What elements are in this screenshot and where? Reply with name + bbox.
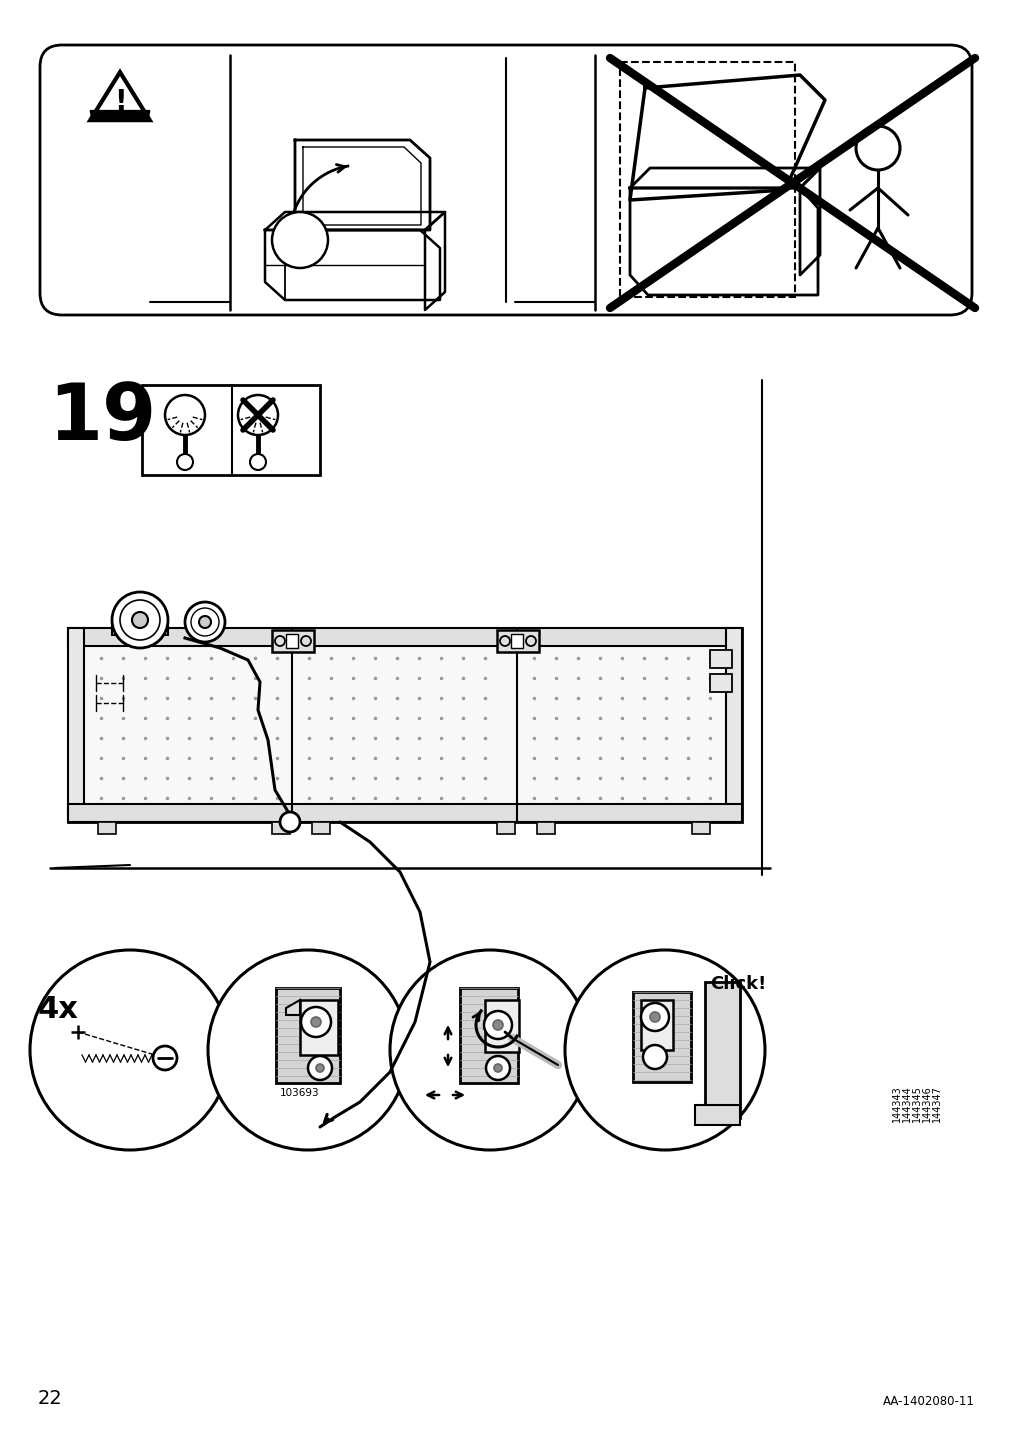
Circle shape (165, 395, 205, 435)
Circle shape (272, 212, 328, 268)
Circle shape (199, 616, 210, 629)
Text: 144347: 144347 (931, 1085, 941, 1121)
Polygon shape (286, 1000, 299, 1015)
Bar (496, 630, 539, 652)
Bar (640, 1000, 672, 1050)
Circle shape (185, 601, 224, 642)
Circle shape (30, 949, 229, 1150)
Circle shape (307, 1055, 332, 1080)
Circle shape (280, 812, 299, 832)
Text: 144345: 144345 (911, 1085, 921, 1121)
Polygon shape (90, 72, 150, 120)
Circle shape (640, 1002, 668, 1031)
Circle shape (485, 1055, 510, 1080)
Bar (142, 385, 319, 475)
Circle shape (564, 949, 764, 1150)
Circle shape (310, 1017, 320, 1027)
Text: !: ! (113, 87, 126, 116)
Text: 144346: 144346 (921, 1085, 931, 1121)
Text: 103693: 103693 (280, 1088, 319, 1098)
Text: AA-1402080-11: AA-1402080-11 (883, 1395, 974, 1408)
Polygon shape (705, 982, 739, 1118)
Bar (460, 988, 518, 1083)
Circle shape (483, 1011, 512, 1040)
Circle shape (120, 600, 160, 640)
Circle shape (300, 1007, 331, 1037)
Bar (484, 1000, 519, 1053)
Bar (692, 822, 710, 833)
Text: 19: 19 (48, 379, 156, 455)
Bar (710, 674, 731, 692)
Bar (276, 988, 340, 1083)
Circle shape (389, 949, 589, 1150)
Text: 144343: 144343 (891, 1085, 901, 1121)
Circle shape (642, 1045, 666, 1070)
Polygon shape (68, 629, 741, 646)
Circle shape (238, 395, 278, 435)
Bar (68, 629, 741, 822)
Text: 144344: 144344 (901, 1085, 911, 1121)
Circle shape (649, 1012, 659, 1022)
Bar (632, 992, 691, 1083)
Bar (311, 822, 330, 833)
Circle shape (153, 1045, 177, 1070)
Bar (272, 630, 313, 652)
Bar (98, 822, 116, 833)
FancyBboxPatch shape (40, 44, 971, 315)
Polygon shape (90, 110, 150, 120)
Polygon shape (725, 629, 741, 822)
Circle shape (855, 126, 899, 170)
Text: 22: 22 (38, 1389, 63, 1408)
Polygon shape (695, 1106, 739, 1126)
Circle shape (315, 1064, 324, 1073)
Polygon shape (286, 634, 297, 649)
Bar (272, 822, 290, 833)
Bar (620, 62, 795, 296)
Polygon shape (112, 620, 168, 634)
Circle shape (131, 611, 148, 629)
Circle shape (191, 609, 218, 636)
Bar (496, 822, 515, 833)
Text: 4x: 4x (38, 995, 79, 1024)
Polygon shape (68, 803, 741, 822)
Text: Click!: Click! (710, 975, 765, 992)
Circle shape (493, 1064, 501, 1073)
Circle shape (177, 454, 193, 470)
Polygon shape (68, 629, 84, 822)
Circle shape (250, 454, 266, 470)
Bar (299, 1000, 338, 1055)
Bar (710, 650, 731, 667)
Circle shape (492, 1020, 502, 1030)
Circle shape (208, 949, 407, 1150)
Circle shape (112, 591, 168, 649)
Polygon shape (511, 634, 523, 649)
Bar (537, 822, 554, 833)
